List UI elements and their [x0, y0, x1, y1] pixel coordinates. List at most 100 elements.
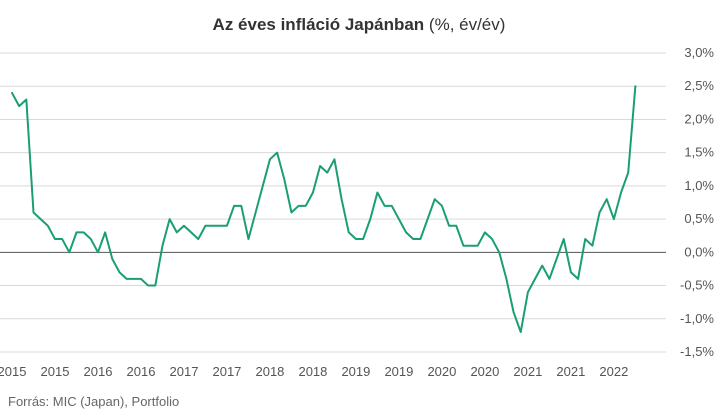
- data-point: [159, 243, 165, 249]
- x-tick-label: 2017: [170, 364, 199, 379]
- x-tick-label: 2018: [255, 364, 284, 379]
- data-point: [410, 236, 416, 242]
- data-point: [489, 236, 495, 242]
- data-point: [618, 190, 624, 196]
- x-tick-label: 2015: [41, 364, 70, 379]
- data-point: [511, 309, 517, 315]
- data-point: [9, 90, 15, 96]
- y-tick-label: 3,0%: [684, 45, 714, 60]
- data-point: [102, 229, 108, 235]
- data-point: [38, 216, 44, 222]
- data-points: [9, 83, 638, 335]
- data-point: [597, 209, 603, 215]
- data-point: [317, 163, 323, 169]
- y-tick-label: -1,0%: [680, 311, 714, 326]
- data-point: [116, 269, 122, 275]
- data-point: [346, 229, 352, 235]
- data-point: [281, 176, 287, 182]
- y-tick-label: 1,0%: [684, 178, 714, 193]
- data-point: [296, 203, 302, 209]
- data-point: [167, 216, 173, 222]
- data-point: [367, 216, 373, 222]
- x-tick-label: 2019: [341, 364, 370, 379]
- y-tick-label: -1,5%: [680, 344, 714, 359]
- data-point: [124, 276, 130, 282]
- data-point: [331, 156, 337, 162]
- x-tick-label: 2016: [84, 364, 113, 379]
- data-point: [245, 236, 251, 242]
- data-point: [546, 276, 552, 282]
- data-point: [73, 229, 79, 235]
- data-point: [582, 236, 588, 242]
- x-axis-labels: 2015 2015 2016 2016 2017 2017 2018 2018 2019 2019…: [0, 364, 628, 379]
- data-point: [88, 236, 94, 242]
- data-point: [253, 209, 259, 215]
- data-point: [174, 229, 180, 235]
- data-point: [539, 263, 545, 269]
- data-point: [432, 196, 438, 202]
- data-point: [81, 229, 87, 235]
- x-tick-label: 2021: [556, 364, 585, 379]
- data-point: [575, 276, 581, 282]
- x-tick-label: 2020: [470, 364, 499, 379]
- data-point: [217, 223, 223, 229]
- x-tick-label: 2017: [212, 364, 241, 379]
- data-point: [453, 223, 459, 229]
- data-point: [45, 223, 51, 229]
- data-point: [382, 203, 388, 209]
- data-point: [632, 83, 638, 89]
- data-point: [109, 256, 115, 262]
- data-point: [303, 203, 309, 209]
- source-note: Forrás: MIC (Japan), Portfolio: [8, 394, 179, 409]
- x-tick-label: 2015: [0, 364, 26, 379]
- data-point: [188, 229, 194, 235]
- data-point: [496, 249, 502, 255]
- data-point: [396, 216, 402, 222]
- data-point: [532, 276, 538, 282]
- data-point: [267, 156, 273, 162]
- data-point: [475, 243, 481, 249]
- data-point: [274, 150, 280, 156]
- data-point: [611, 216, 617, 222]
- data-point: [152, 283, 158, 289]
- data-point: [95, 249, 101, 255]
- chart-title: Az éves infláció Japánban (%, év/év): [213, 15, 506, 34]
- data-point: [260, 183, 266, 189]
- data-point: [503, 276, 509, 282]
- data-point: [52, 236, 58, 242]
- data-point: [138, 276, 144, 282]
- y-tick-label: -0,5%: [680, 278, 714, 293]
- data-point: [468, 243, 474, 249]
- data-point: [353, 236, 359, 242]
- data-point: [625, 170, 631, 176]
- inflation-line: [11, 85, 637, 334]
- data-point: [145, 283, 151, 289]
- data-point: [310, 190, 316, 196]
- x-tick-label: 2016: [127, 364, 156, 379]
- data-point: [482, 229, 488, 235]
- data-point: [374, 190, 380, 196]
- data-point: [131, 276, 137, 282]
- x-tick-label: 2018: [298, 364, 327, 379]
- data-point: [460, 243, 466, 249]
- data-point: [195, 236, 201, 242]
- data-point: [288, 209, 294, 215]
- x-tick-label: 2021: [513, 364, 542, 379]
- data-point: [518, 329, 524, 335]
- data-point: [324, 170, 330, 176]
- data-point: [389, 203, 395, 209]
- data-point: [568, 269, 574, 275]
- data-point: [446, 223, 452, 229]
- y-tick-label: 0,5%: [684, 211, 714, 226]
- data-point: [339, 196, 345, 202]
- data-point: [525, 289, 531, 295]
- data-point: [554, 256, 560, 262]
- data-point: [23, 97, 29, 103]
- x-tick-label: 2019: [384, 364, 413, 379]
- data-point: [360, 236, 366, 242]
- chart-title-unit: (%, év/év): [424, 15, 505, 34]
- data-point: [210, 223, 216, 229]
- y-axis-labels: 3,0% 2,5% 2,0% 1,5% 1,0% 0,5% 0,0% -0,5% -1,0% -1…: [680, 45, 714, 359]
- x-tick-label: 2020: [427, 364, 456, 379]
